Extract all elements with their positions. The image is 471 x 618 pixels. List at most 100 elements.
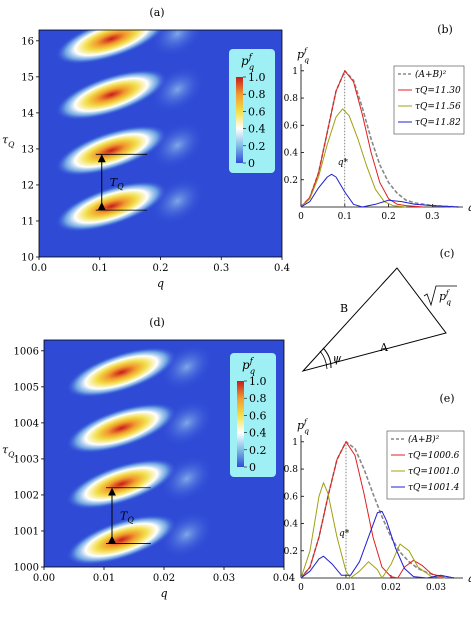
y-tick-label: 0.8 — [284, 94, 299, 104]
heatmap-body — [66, 343, 213, 566]
legend-box — [386, 430, 465, 500]
colorbar-tick-label: 0.2 — [248, 140, 266, 153]
y-tick-label: 11 — [21, 216, 34, 227]
x-tick-label: 0.1 — [338, 212, 352, 222]
angle-arc — [322, 347, 332, 369]
legend-label: τQ=11.56 — [415, 102, 461, 112]
x-tick-label: 0.02 — [381, 583, 401, 593]
heatmap-panel-a: 0.0 0.1 0.2 0.3 0.4 10 11 12 13 14 15 16 q τQ TQ pf q1.0… — [2, 29, 290, 290]
y-tick-label: 1003 — [14, 454, 39, 465]
x-axis-label: q — [157, 277, 164, 290]
panel-label-b: (b) — [437, 23, 453, 36]
x-tick-label: 0.00 — [33, 573, 55, 584]
heatmap-halo — [151, 30, 204, 57]
x-tick-label: 0.3 — [213, 263, 229, 274]
colorbar-tick-label: 1.0 — [248, 71, 266, 84]
q-star-label: q* — [338, 158, 349, 168]
heatmap-peak — [55, 30, 168, 65]
x-axis-label: q — [160, 587, 167, 600]
colorbar-tick-label: 0.2 — [249, 444, 267, 457]
legend-label: τQ=11.82 — [415, 118, 461, 128]
colorbar-scale — [237, 381, 244, 467]
colorbar-scale — [236, 77, 243, 163]
colorbar-tick-label: 0.6 — [248, 105, 266, 118]
angle-arc — [319, 350, 328, 370]
heatmap-peak — [66, 402, 177, 454]
y-tick-label: 1001 — [14, 526, 39, 537]
heatmap-peak — [66, 347, 177, 398]
y-tick-label: 1006 — [14, 346, 39, 357]
colorbar-tick-label: 0.6 — [249, 409, 267, 422]
legend-label: (A+B)² — [408, 434, 440, 445]
y-tick-label: 0.6 — [284, 492, 299, 502]
x-tick-label: 0.0 — [31, 263, 47, 274]
legend-label: τQ=1001.0 — [408, 467, 460, 477]
y-tick-label: 0.4 — [284, 149, 299, 159]
y-tick-label: 1 — [292, 67, 298, 77]
heatmap-peak — [66, 514, 177, 566]
x-axis-label: q — [467, 572, 471, 585]
series-line — [300, 70, 459, 208]
legend-label: τQ=1001.4 — [408, 483, 460, 493]
colorbar-tick-label: 0.4 — [249, 427, 267, 440]
y-tick-label: 0.6 — [284, 121, 299, 131]
side-c-label: pf q — [439, 288, 451, 306]
x-tick-label: 0.2 — [153, 263, 169, 274]
x-tick-label: 0.1 — [92, 263, 108, 274]
heatmap-peak — [66, 458, 177, 510]
y-tick-label: 13 — [21, 144, 34, 155]
y-axis-label: τQ — [2, 134, 15, 149]
panel-label-c: (c) — [440, 247, 455, 260]
legend-label: τQ=11.30 — [415, 86, 461, 96]
x-tick-label: 0.03 — [426, 583, 446, 593]
colorbar-tick-label: 0.4 — [248, 123, 266, 136]
series-line — [300, 482, 446, 579]
x-tick-label: 0 — [298, 212, 304, 222]
y-tick-label: 1005 — [14, 382, 39, 393]
y-tick-label: 1000 — [14, 563, 39, 574]
x-tick-label: 0.03 — [213, 573, 235, 584]
panel-label-a: (a) — [149, 6, 164, 19]
x-axis-label: q — [467, 201, 471, 214]
x-tick-label: 0.01 — [336, 583, 356, 593]
triangle — [301, 267, 447, 372]
heatmap-peak — [55, 125, 168, 176]
period-label: TQ — [110, 176, 124, 191]
colorbar-tick-label: 1.0 — [249, 375, 267, 388]
line-panel-b: 0 0.1 0.2 0.3 0.2 0.4 0.6 0.8 1 q pfq q* (A+B)² τQ=11… — [284, 46, 471, 222]
heatmap-body — [55, 30, 204, 232]
x-tick-label: 0.01 — [93, 573, 115, 584]
x-tick-label: 0.3 — [425, 212, 440, 222]
legend-label: τQ=1000.6 — [408, 451, 460, 461]
panel-label-d: (d) — [149, 316, 165, 329]
angle-label: ψ — [333, 352, 342, 365]
x-tick-label: 0.2 — [381, 212, 395, 222]
x-tick-label: 0.02 — [153, 573, 175, 584]
series-line — [300, 510, 455, 579]
y-tick-label: 1002 — [14, 490, 39, 501]
y-tick-label: 0.2 — [284, 547, 298, 557]
heatmap-panel-d: 0.00 0.01 0.02 0.03 0.04 1000 1001 1002 1003 1004… — [2, 339, 295, 600]
colorbar-tick-label: 0 — [248, 157, 255, 170]
y-tick-label: 0.4 — [284, 520, 299, 530]
colorbar-title: pf q — [242, 356, 255, 376]
heatmap-peak — [55, 181, 168, 232]
y-tick-label: 0.2 — [284, 176, 298, 186]
x-tick-label: 0.04 — [273, 573, 295, 584]
side-b-label: B — [340, 302, 348, 315]
colorbar-tick-label: 0 — [249, 461, 256, 474]
y-tick-label: 15 — [21, 72, 34, 83]
y-tick-label: 0.8 — [284, 465, 299, 475]
line-panel-e: 0 0.01 0.02 0.03 0.2 0.4 0.6 0.8 1 q pfq q* (A+B)² τQ… — [284, 417, 471, 593]
q-star-label: q* — [339, 529, 350, 539]
series-line — [300, 108, 407, 208]
triangle-diagram-c: B Aψ pf q — [301, 267, 457, 372]
y-tick-label: 14 — [21, 108, 34, 119]
y-tick-label: 12 — [21, 180, 34, 191]
series-line — [300, 441, 446, 579]
y-tick-label: 1 — [292, 438, 298, 448]
x-tick-label: 0.4 — [274, 263, 290, 274]
x-tick-label: 0 — [298, 583, 304, 593]
series-line — [300, 173, 459, 208]
series-line — [300, 70, 424, 208]
